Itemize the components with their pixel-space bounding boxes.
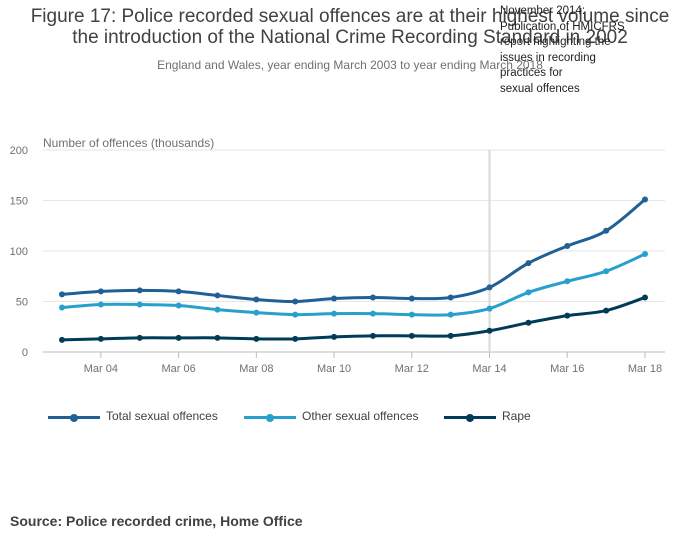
y-tick-label: 150 [10, 196, 28, 208]
data-point [175, 288, 182, 295]
data-point [253, 296, 260, 303]
data-point [642, 294, 648, 301]
y-tick-label: 0 [22, 347, 28, 359]
x-tick-label: Mar 08 [239, 363, 273, 375]
source-note: Source: Police recorded crime, Home Offi… [10, 513, 303, 529]
x-tick-label: Mar 18 [628, 363, 662, 375]
data-point [603, 227, 610, 234]
data-point [603, 307, 610, 314]
data-point [175, 302, 182, 309]
chart-title-line-2: the introduction of the National Crime R… [72, 27, 628, 48]
series-line [61, 198, 646, 304]
data-point [564, 242, 571, 249]
data-point [214, 306, 221, 313]
x-tick-label: Mar 06 [161, 363, 195, 375]
data-point [136, 334, 143, 341]
data-point [59, 336, 65, 343]
legend-label: Total sexual offences [106, 409, 218, 423]
data-point [331, 333, 338, 340]
data-point [292, 298, 299, 305]
legend-label: Rape [502, 409, 531, 423]
data-point [486, 305, 493, 312]
x-tick-label: Mar 16 [550, 363, 584, 375]
data-point [525, 289, 532, 296]
x-tick-label: Mar 14 [472, 363, 506, 375]
data-point [214, 292, 221, 299]
data-point [447, 311, 454, 318]
legend-marker [466, 413, 474, 422]
data-point [369, 332, 376, 339]
data-point [408, 311, 415, 318]
data-point [525, 319, 532, 326]
data-point [331, 310, 338, 317]
x-tick-label: Mar 12 [395, 363, 429, 375]
y-axis-label: Number of offences (thousands) [43, 136, 214, 150]
legend-marker [70, 413, 78, 422]
data-point [642, 196, 648, 203]
data-point [369, 310, 376, 317]
data-point [564, 278, 571, 285]
data-point [642, 251, 648, 258]
data-point [486, 327, 493, 334]
data-point [97, 301, 104, 308]
legend-label: Other sexual offences [302, 409, 419, 423]
chart-subtitle: England and Wales, year ending March 200… [157, 58, 543, 72]
data-point [292, 335, 299, 342]
data-point [97, 335, 104, 342]
data-point [214, 334, 221, 341]
y-tick-label: 50 [16, 297, 28, 309]
x-tick-label: Mar 10 [317, 363, 351, 375]
data-point [331, 295, 338, 302]
data-point [603, 268, 610, 275]
data-point [253, 335, 260, 342]
data-point [369, 294, 376, 301]
chart-title: Figure 17: Police recorded sexual offenc… [0, 6, 700, 48]
series-line [61, 296, 646, 342]
y-tick-label: 100 [10, 246, 28, 258]
data-point [175, 334, 182, 341]
data-point [253, 309, 260, 316]
data-point [59, 291, 65, 298]
x-tick-label: Mar 04 [84, 363, 118, 375]
data-point [447, 332, 454, 339]
data-point [564, 312, 571, 319]
data-point [292, 311, 299, 318]
data-point [408, 332, 415, 339]
data-point [486, 284, 493, 291]
legend-marker [266, 413, 274, 422]
data-point [97, 288, 104, 295]
y-tick-label: 200 [10, 145, 28, 157]
annotation-text: November 2014: Publication of HMICFRS re… [500, 5, 625, 95]
series-line [61, 252, 646, 317]
data-point [447, 294, 454, 301]
chart-title-line-1: Figure 17: Police recorded sexual offenc… [30, 6, 670, 27]
data-point [408, 295, 415, 302]
data-point [136, 301, 143, 308]
data-point [525, 260, 532, 267]
data-point [136, 287, 143, 294]
data-point [59, 304, 65, 311]
